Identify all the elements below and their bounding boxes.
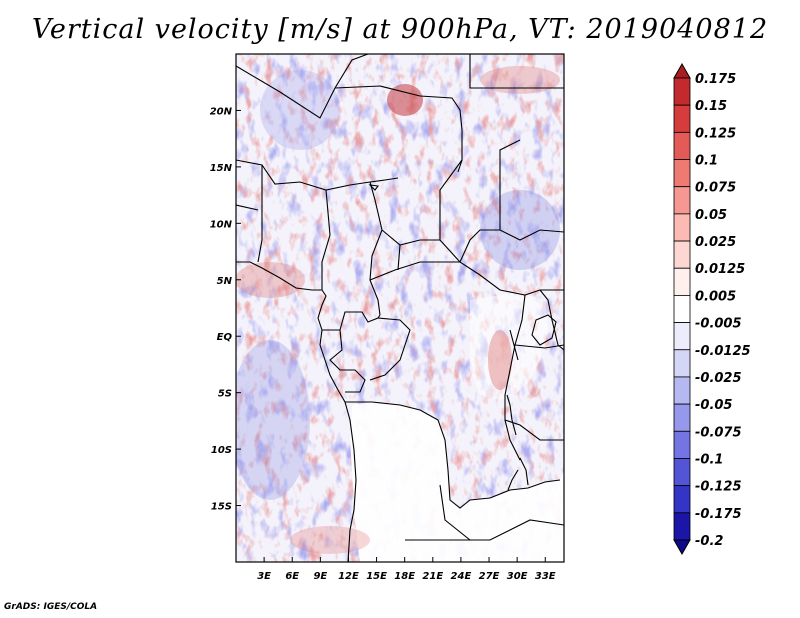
- colorbar-level-label: -0.175: [695, 507, 742, 522]
- downdraft-atlantic: [236, 340, 310, 500]
- colorbar-swatch: [673, 485, 691, 514]
- lat-tick-label: 10S: [211, 445, 232, 456]
- colorbar-level-label: 0.0125: [695, 262, 745, 277]
- colorbar-swatch: [673, 77, 691, 106]
- map-border: [235, 53, 565, 563]
- colorbar-swatch: [673, 159, 691, 188]
- latitude-ticks: 20N 15N 10N 5N EQ 5S 10S 15S: [210, 106, 241, 513]
- lake-malawi: [519, 457, 529, 486]
- lon-tick-label: 12E: [338, 571, 359, 582]
- velocity-field: [236, 54, 564, 562]
- colorbar-swatch: [673, 131, 691, 160]
- colorbar-max-arrow: [673, 62, 691, 79]
- lon-tick-label: 33E: [535, 571, 556, 582]
- colorbar-level-label: -0.05: [695, 398, 732, 413]
- lon-tick-label: 15E: [366, 571, 387, 582]
- colorbar-swatch: [673, 267, 691, 296]
- colorbar-level-label: -0.075: [695, 425, 742, 440]
- colorbar-level-label: -0.0125: [695, 344, 751, 359]
- lat-tick-label: 15S: [211, 502, 232, 513]
- lake-albert: [509, 329, 519, 361]
- lat-tick-label: 5N: [217, 276, 233, 287]
- colorbar-level-label: -0.125: [695, 480, 742, 495]
- lon-tick-label: 18E: [394, 571, 415, 582]
- country-boundaries: [236, 54, 564, 562]
- colorbar-swatch: [673, 376, 691, 405]
- lon-tick-label: 9E: [313, 571, 327, 582]
- lake-victoria: [531, 314, 557, 346]
- colorbar-swatch: [673, 213, 691, 242]
- longitude-ticks: 3E 6E 9E 12E 15E 18E 21E 24E 27E 30E 33E: [257, 557, 556, 582]
- colorbar-level-label: 0.005: [695, 289, 736, 304]
- lon-tick-label: 27E: [479, 571, 500, 582]
- colorbar-level-label: -0.1: [695, 452, 723, 467]
- calm-region-south: [350, 402, 564, 562]
- colorbar-level-label: -0.005: [695, 317, 742, 332]
- chart-title: Vertical velocity [m/s] at 900hPa, VT: 2…: [31, 14, 769, 45]
- calm-region-east: [470, 292, 548, 400]
- lat-tick-label: 5S: [218, 389, 232, 400]
- colorbar-swatch: [673, 349, 691, 378]
- lat-tick-label: 20N: [210, 106, 233, 117]
- colorbar-level-label: 0.125: [695, 126, 736, 141]
- lon-tick-label: 6E: [285, 571, 299, 582]
- updraft-rift: [488, 330, 512, 390]
- colorbar-swatch: [673, 458, 691, 487]
- lake-tanganyika: [506, 394, 517, 436]
- colorbar-level-label: -0.2: [695, 534, 723, 549]
- updraft-west-coast: [236, 262, 305, 298]
- updraft-core-north: [387, 84, 423, 116]
- colorbar-swatch: [673, 186, 691, 215]
- colorbar-swatch: [673, 512, 691, 541]
- colorbar-level-label: 0.15: [695, 99, 727, 114]
- colorbar-level-label: 0.175: [695, 72, 736, 87]
- colorbar: 0.175 0.15 0.125 0.1 0.075 0.05 0.025 0.0125 0.0…: [673, 62, 751, 556]
- colorbar-swatch: [673, 240, 691, 269]
- lake-chad: [368, 184, 380, 191]
- colorbar-swatch: [673, 295, 691, 323]
- colorbar-level-label: 0.075: [695, 181, 736, 196]
- colorbar-level-label: 0.1: [695, 154, 718, 169]
- colorbar-level-label: 0.05: [695, 208, 727, 223]
- colorbar-swatch: [673, 104, 691, 133]
- updraft-southwest: [290, 526, 370, 554]
- colorbar-min-arrow: [673, 539, 691, 556]
- lake-mweru: [507, 469, 519, 491]
- colorbar-swatch: [673, 430, 691, 459]
- downdraft-northwest: [260, 70, 340, 150]
- lon-tick-label: 21E: [422, 571, 443, 582]
- updraft-northeast: [480, 66, 560, 94]
- map-frame: 3E 6E 9E 12E 15E 18E 21E 24E 27E 30E 33E 20N 15N 10N…: [210, 53, 565, 582]
- lakes: [368, 184, 557, 491]
- colorbar-level-label: -0.025: [695, 371, 742, 386]
- lat-tick-label: EQ: [217, 332, 233, 343]
- lon-tick-label: 3E: [257, 571, 271, 582]
- colorbar-swatch: [673, 322, 691, 351]
- lat-tick-label: 10N: [210, 219, 233, 230]
- colorbar-swatch: [673, 403, 691, 432]
- lat-tick-label: 15N: [210, 163, 233, 174]
- credit-text: GrADS: IGES/COLA: [4, 602, 98, 612]
- lon-tick-label: 24E: [451, 571, 472, 582]
- lon-tick-label: 30E: [507, 571, 528, 582]
- colorbar-level-label: 0.025: [695, 235, 736, 250]
